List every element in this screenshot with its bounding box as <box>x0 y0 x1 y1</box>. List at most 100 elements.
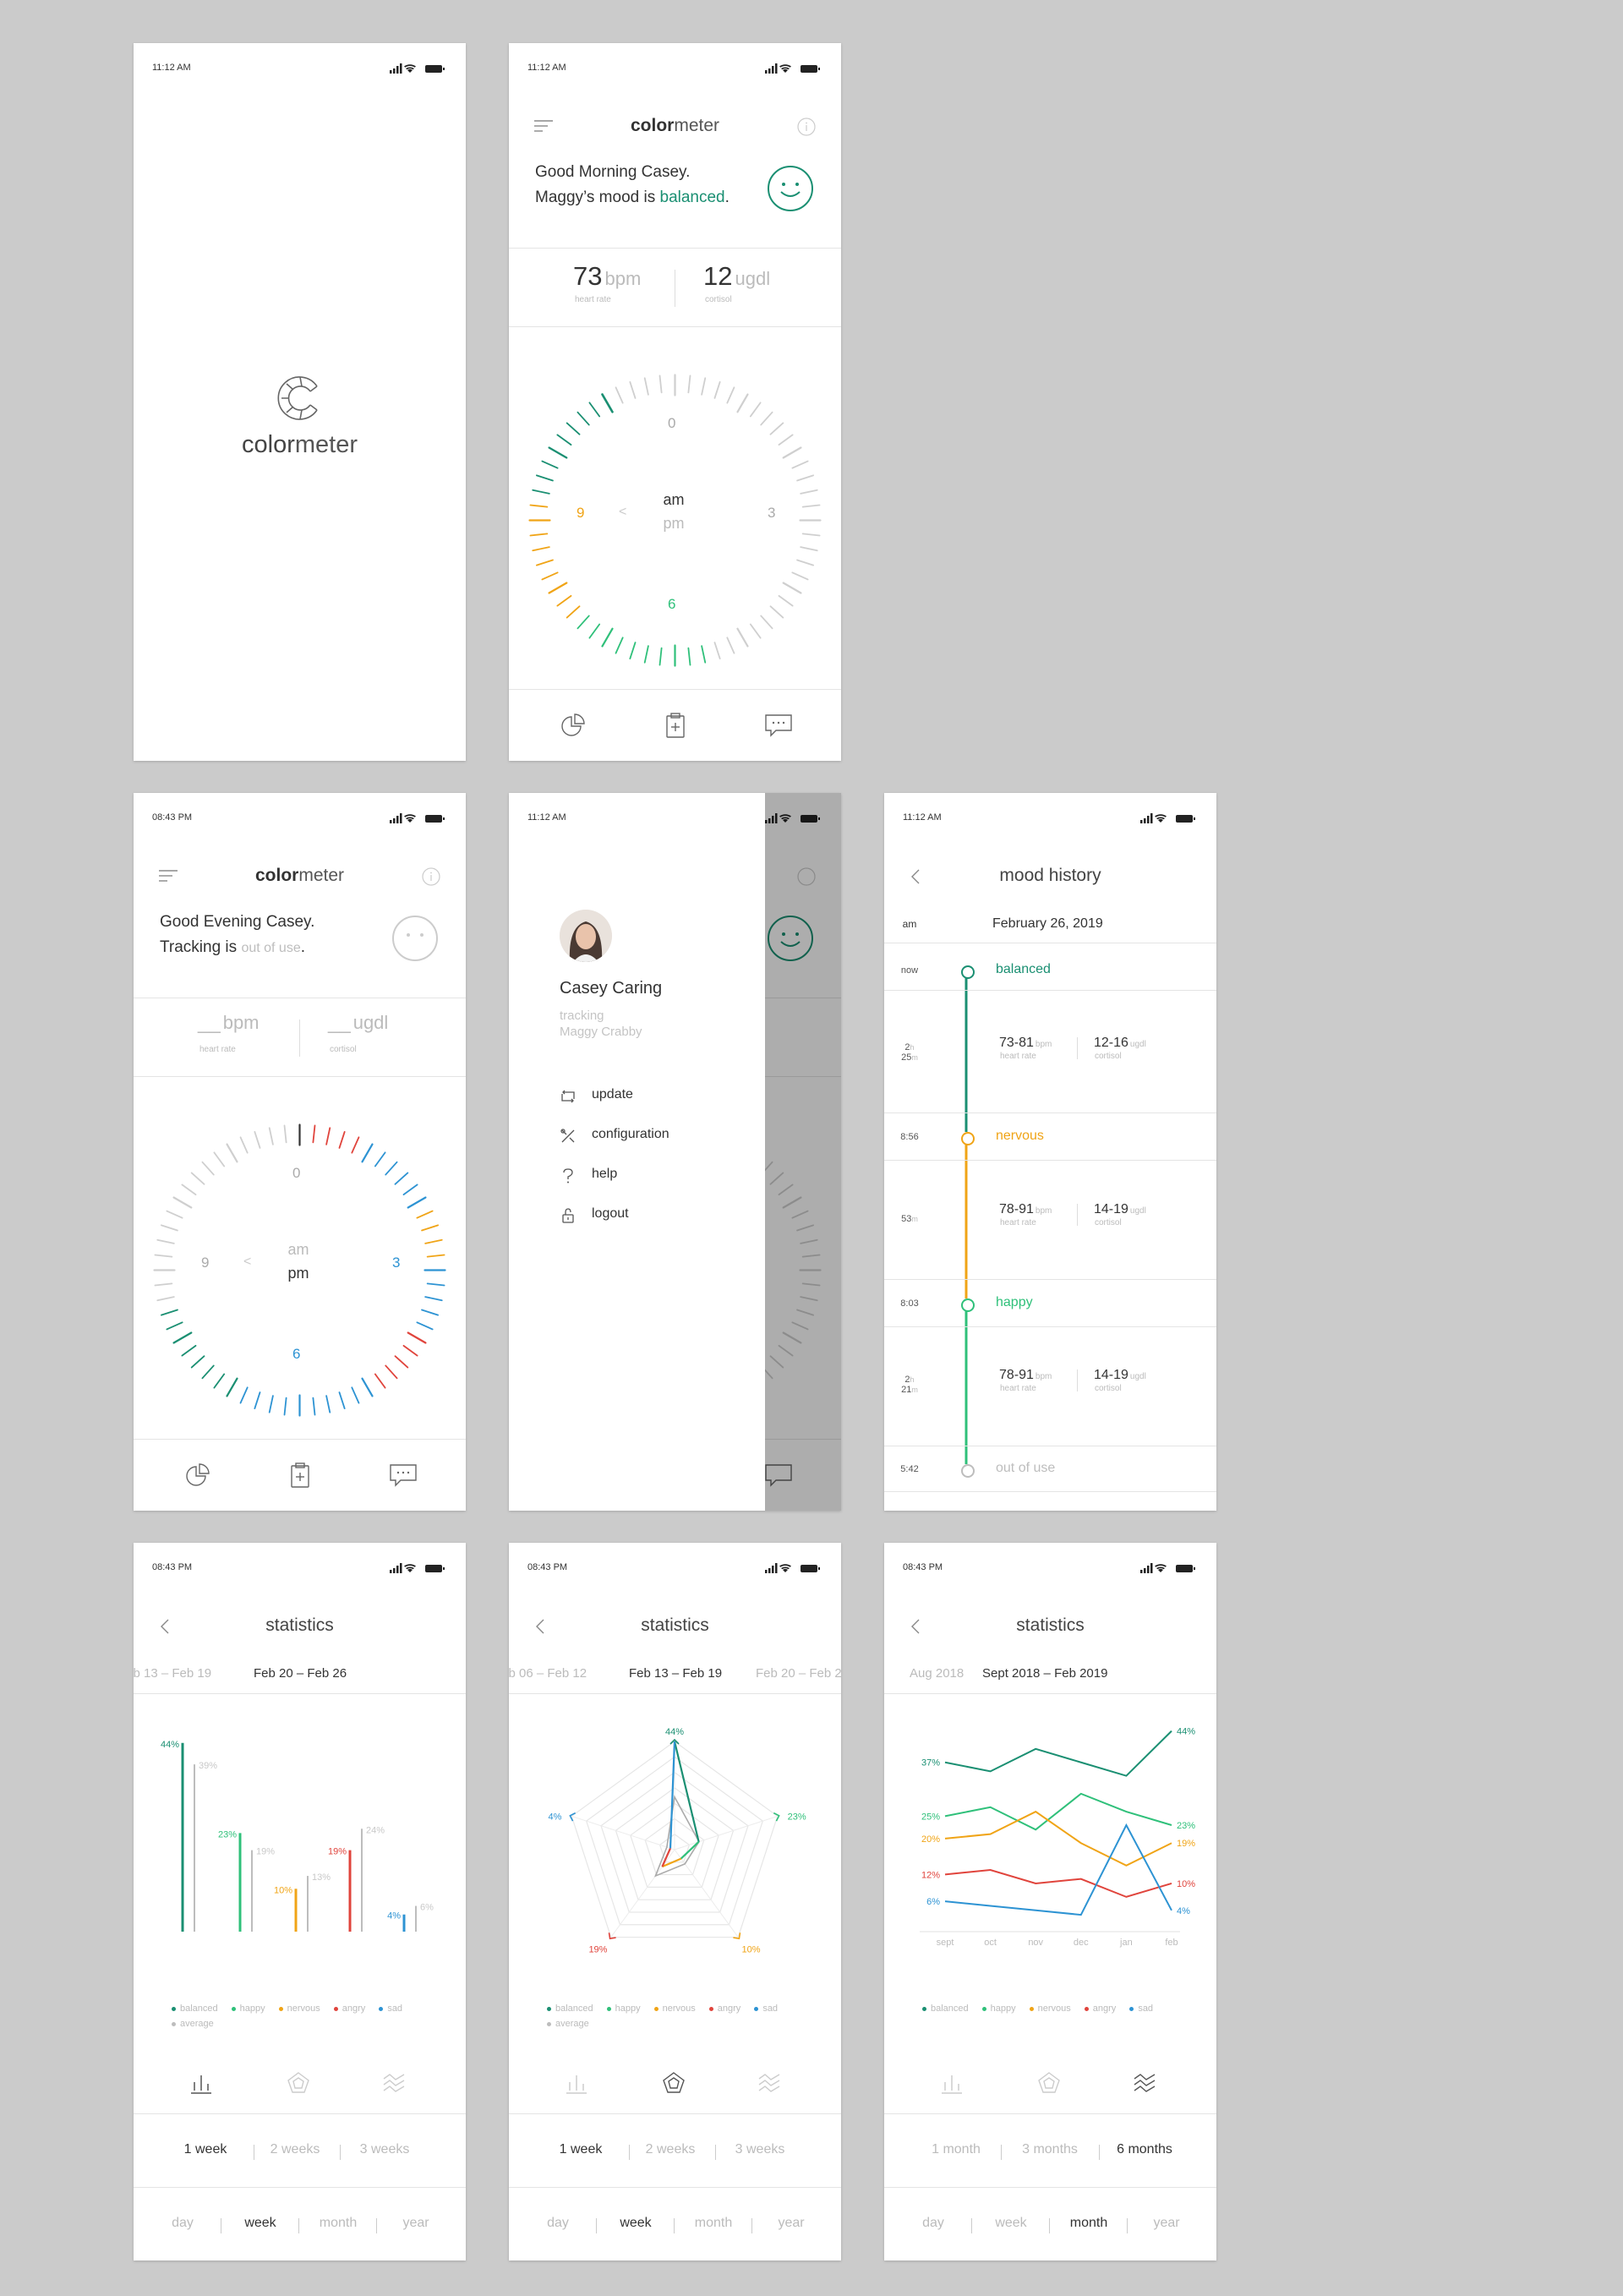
window-3-weeks[interactable]: 3 weeks <box>735 2142 785 2157</box>
radar-grid <box>615 1787 735 1900</box>
range-current[interactable]: Feb 13 – Feb 19 <box>629 1666 723 1681</box>
event-marker[interactable] <box>961 1464 975 1478</box>
scale-week[interactable]: week <box>244 2216 276 2230</box>
menu-drawer-screen: 11:12 AM Casey Caring tracking Maggy Cra… <box>509 793 841 1511</box>
window-1-week[interactable]: 1 week <box>559 2142 603 2157</box>
mood-clock-dial[interactable]: 0 3 6 9 < am pm <box>150 1121 449 1419</box>
scale-month[interactable]: month <box>1069 2216 1108 2230</box>
avatar[interactable] <box>560 910 612 962</box>
dial-tick <box>801 1254 821 1258</box>
chat-bubble-icon[interactable] <box>389 1462 418 1489</box>
dial-tick <box>402 1344 418 1357</box>
dial-tick <box>416 1210 434 1219</box>
info-icon[interactable] <box>797 118 816 136</box>
pm-toggle[interactable]: pm <box>663 515 685 532</box>
info-icon[interactable] <box>422 867 440 886</box>
date-range-scroller[interactable]: Aug 2018 Sept 2018 – Feb 2019 <box>884 1661 1216 1686</box>
window-2-weeks[interactable]: 2 weeks <box>645 2142 696 2157</box>
bar-chart-icon[interactable] <box>565 2070 590 2096</box>
nav-bar: statistics <box>884 1609 1216 1643</box>
chevron-left-icon[interactable] <box>159 1617 171 1636</box>
line-chart-icon[interactable] <box>1132 2070 1157 2096</box>
dial-tick <box>421 1224 439 1232</box>
date-range-scroller[interactable]: Feb 13 – Feb 19 Feb 20 – Feb 26 <box>134 1661 466 1686</box>
radar-chart-icon[interactable] <box>1036 2070 1062 2096</box>
heart-rate-label: heart rate <box>1000 1217 1036 1227</box>
radar-axis <box>674 1849 739 1938</box>
range-previous[interactable]: Feb 13 – Feb 19 <box>134 1666 212 1681</box>
x-tick-label: oct <box>984 1938 997 1948</box>
range-current[interactable]: Sept 2018 – Feb 2019 <box>982 1666 1108 1681</box>
radar-axis-label: 44% <box>665 1727 684 1737</box>
dial-tick <box>749 623 762 639</box>
date-range-scroller[interactable]: Feb 06 – Feb 12 Feb 13 – Feb 19 Feb 20 –… <box>509 1661 841 1686</box>
menu-item-help[interactable]: help <box>560 1167 617 1184</box>
radar-axis-label: 19% <box>588 1945 607 1955</box>
window-3-months[interactable]: 3 months <box>1022 2142 1078 2157</box>
pie-chart-icon[interactable] <box>184 1462 211 1489</box>
window-1-week[interactable]: 1 week <box>183 2142 227 2157</box>
chevron-left-icon[interactable]: < <box>619 505 627 519</box>
series-line-sad <box>944 1823 1172 1916</box>
menu-item-update[interactable]: update <box>560 1087 633 1103</box>
window-3-weeks[interactable]: 3 weeks <box>359 2142 410 2157</box>
line-chart-icon[interactable] <box>757 2070 782 2096</box>
bar-average-label: 6% <box>420 1903 434 1913</box>
status-icons <box>1140 1563 1195 1573</box>
scale-year[interactable]: year <box>402 2216 429 2230</box>
bar-chart-icon[interactable] <box>940 2070 965 2096</box>
scale-day[interactable]: day <box>922 2216 944 2230</box>
page-title: statistics <box>265 1615 334 1635</box>
hamburger-icon[interactable] <box>159 869 178 883</box>
heart-rate-range: 73-81 bpm <box>999 1035 1052 1050</box>
clipboard-plus-icon[interactable] <box>287 1462 314 1489</box>
radar-axis <box>674 1815 778 1850</box>
scale-month[interactable]: month <box>694 2216 733 2230</box>
dial-tick <box>629 642 637 659</box>
date-label[interactable]: February 26, 2019 <box>992 916 1103 931</box>
range-next[interactable]: Feb 20 – Feb 26 <box>756 1666 841 1681</box>
chevron-left-icon[interactable] <box>910 867 921 886</box>
scale-year[interactable]: year <box>1153 2216 1180 2230</box>
drawer-overlay[interactable] <box>765 793 841 1511</box>
radar-chart-icon[interactable] <box>286 2070 311 2096</box>
scale-week[interactable]: week <box>620 2216 652 2230</box>
radar-grid <box>644 1818 705 1876</box>
event-marker[interactable] <box>961 1298 975 1312</box>
range-previous[interactable]: Aug 2018 <box>910 1666 965 1681</box>
mood-clock-dial[interactable]: 0 3 6 9 < am pm <box>526 371 824 670</box>
event-marker[interactable] <box>961 1132 975 1145</box>
am-toggle[interactable]: am <box>287 1241 309 1258</box>
window-1-month[interactable]: 1 month <box>932 2142 981 2157</box>
smiley-icon <box>768 916 813 961</box>
bar-chart-icon[interactable] <box>189 2070 215 2096</box>
pie-chart-icon[interactable] <box>560 712 587 739</box>
range-current[interactable]: Feb 20 – Feb 26 <box>254 1666 347 1681</box>
scale-year[interactable]: year <box>778 2216 805 2230</box>
range-previous[interactable]: Feb 06 – Feb 12 <box>509 1666 587 1681</box>
scale-day[interactable]: day <box>172 2216 194 2230</box>
heart-rate-label: heart rate <box>1000 1051 1036 1061</box>
radar-chart-icon[interactable] <box>661 2070 686 2096</box>
dial-tick <box>556 434 572 446</box>
status-time: 08:43 PM <box>903 1562 943 1572</box>
hamburger-icon[interactable] <box>534 119 553 133</box>
menu-item-logout[interactable]: logout <box>560 1206 629 1223</box>
dial-label-bottom: 6 <box>292 1346 301 1362</box>
menu-item-configuration[interactable]: configuration <box>560 1127 669 1143</box>
dial-tick <box>791 571 809 581</box>
scale-month[interactable]: month <box>319 2216 358 2230</box>
chevron-left-icon[interactable] <box>910 1617 921 1636</box>
window-2-weeks[interactable]: 2 weeks <box>270 2142 320 2157</box>
line-chart-icon[interactable] <box>381 2070 407 2096</box>
clipboard-plus-icon[interactable] <box>662 712 689 739</box>
chevron-left-icon[interactable] <box>534 1617 546 1636</box>
scale-week[interactable]: week <box>995 2216 1027 2230</box>
event-marker[interactable] <box>961 965 975 979</box>
window-6-months[interactable]: 6 months <box>1117 2142 1172 2157</box>
am-toggle[interactable]: am <box>663 491 685 508</box>
scale-day[interactable]: day <box>547 2216 569 2230</box>
chat-bubble-icon[interactable] <box>764 712 793 739</box>
chevron-left-icon[interactable]: < <box>243 1255 252 1269</box>
pm-toggle[interactable]: pm <box>287 1265 309 1282</box>
